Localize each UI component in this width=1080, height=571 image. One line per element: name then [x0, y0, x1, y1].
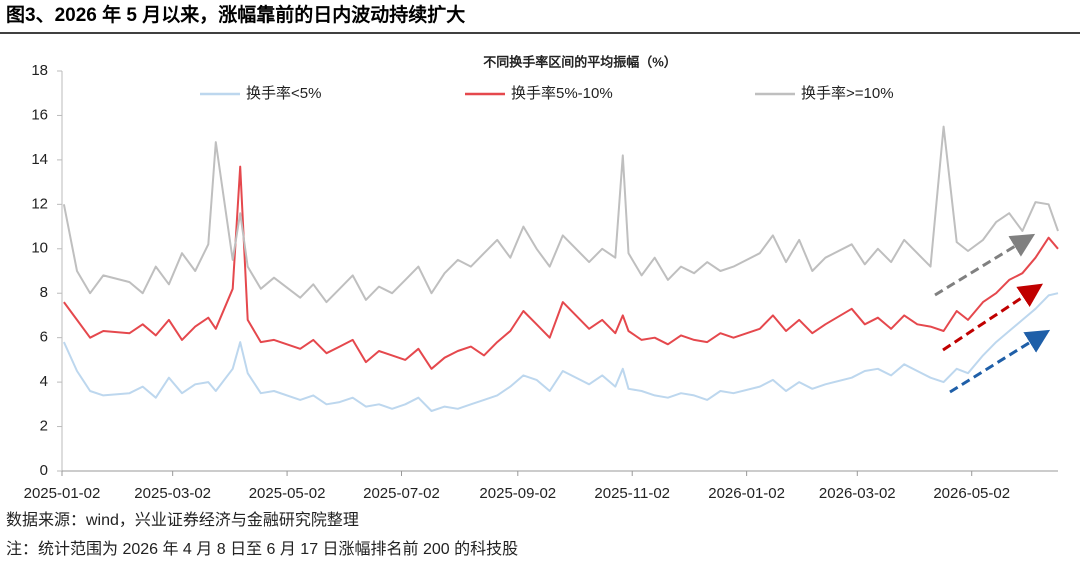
source-note: 数据来源：wind，兴业证券经济与金融研究院整理 [6, 511, 359, 529]
x-tick-label: 2025-09-02 [479, 485, 556, 502]
legend-label: 换手率>=10% [801, 85, 894, 102]
footnote: 注：统计范围为 2026 年 4 月 8 日至 6 月 17 日涨幅排名前 20… [6, 540, 518, 558]
x-tick-label: 2025-01-02 [24, 485, 101, 502]
trend-arrow [934, 233, 1036, 297]
y-tick-label: 16 [31, 106, 48, 123]
chart-title: 图3、2026 年 5 月以来，涨幅靠前的日内波动持续扩大 [6, 3, 465, 26]
x-tick-label: 2026-01-02 [708, 485, 785, 502]
x-tick-label: 2025-11-02 [594, 485, 670, 502]
plot-area: 0 2 4 6 8 10 12 14 16 18 2025-01-02 2025-03-02 2025-… [24, 62, 1059, 502]
y-tick-label: 6 [40, 329, 48, 346]
x-tick-label: 2026-05-02 [933, 485, 1010, 502]
x-tick-label: 2025-07-02 [363, 485, 440, 502]
legend-label: 换手率<5% [246, 85, 321, 102]
series-line [63, 165, 1059, 370]
legend-label: 换手率5%-10% [511, 85, 613, 102]
series-line [62, 292, 1059, 412]
chart-subtitle: 不同换手率区间的平均振幅（%） [483, 54, 677, 69]
y-tick-label: 2 [40, 418, 48, 435]
series-line [62, 125, 1059, 304]
y-tick-label: 18 [31, 62, 48, 79]
trend-arrow [942, 283, 1044, 352]
y-tick-label: 4 [40, 373, 48, 390]
y-tick-label: 8 [40, 284, 48, 301]
y-tick-label: 10 [31, 240, 48, 257]
trend-arrow [949, 329, 1051, 394]
x-tick-label: 2025-03-02 [134, 485, 211, 502]
y-tick-label: 14 [31, 151, 48, 168]
y-tick-label: 12 [31, 195, 48, 212]
y-tick-label: 0 [40, 462, 48, 479]
x-tick-label: 2026-03-02 [819, 485, 896, 502]
x-tick-label: 2025-05-02 [249, 485, 326, 502]
